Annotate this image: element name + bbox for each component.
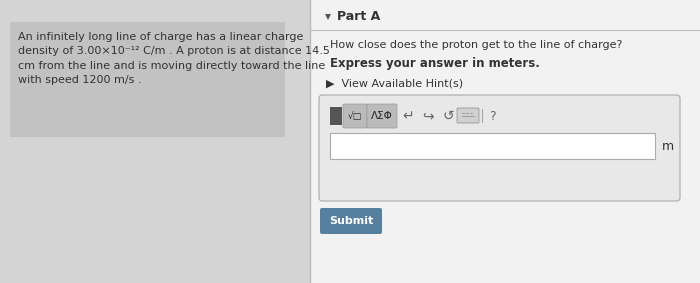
FancyBboxPatch shape [367, 104, 397, 128]
Text: ↵: ↵ [402, 109, 414, 123]
Text: How close does the proton get to the line of charge?: How close does the proton get to the lin… [330, 40, 622, 50]
Text: ▶  View Available Hint(s): ▶ View Available Hint(s) [326, 78, 463, 88]
Text: ↪: ↪ [422, 109, 434, 123]
FancyBboxPatch shape [319, 95, 680, 201]
FancyBboxPatch shape [330, 107, 342, 125]
Text: Express your answer in meters.: Express your answer in meters. [330, 57, 540, 70]
Text: An infinitely long line of charge has a linear charge
density of 3.00×10⁻¹² C/m : An infinitely long line of charge has a … [18, 32, 330, 85]
Text: ΛΣΦ: ΛΣΦ [371, 111, 393, 121]
FancyBboxPatch shape [10, 22, 285, 137]
FancyBboxPatch shape [320, 208, 382, 234]
FancyBboxPatch shape [343, 104, 367, 128]
Text: √□: √□ [348, 112, 362, 121]
Polygon shape [325, 14, 331, 20]
Text: Submit: Submit [329, 216, 373, 226]
Text: ?: ? [489, 110, 496, 123]
Text: Part A: Part A [337, 10, 380, 23]
FancyBboxPatch shape [330, 133, 655, 159]
Text: m: m [662, 140, 674, 153]
FancyBboxPatch shape [310, 0, 700, 283]
Text: ↺: ↺ [442, 109, 454, 123]
FancyBboxPatch shape [457, 108, 479, 123]
